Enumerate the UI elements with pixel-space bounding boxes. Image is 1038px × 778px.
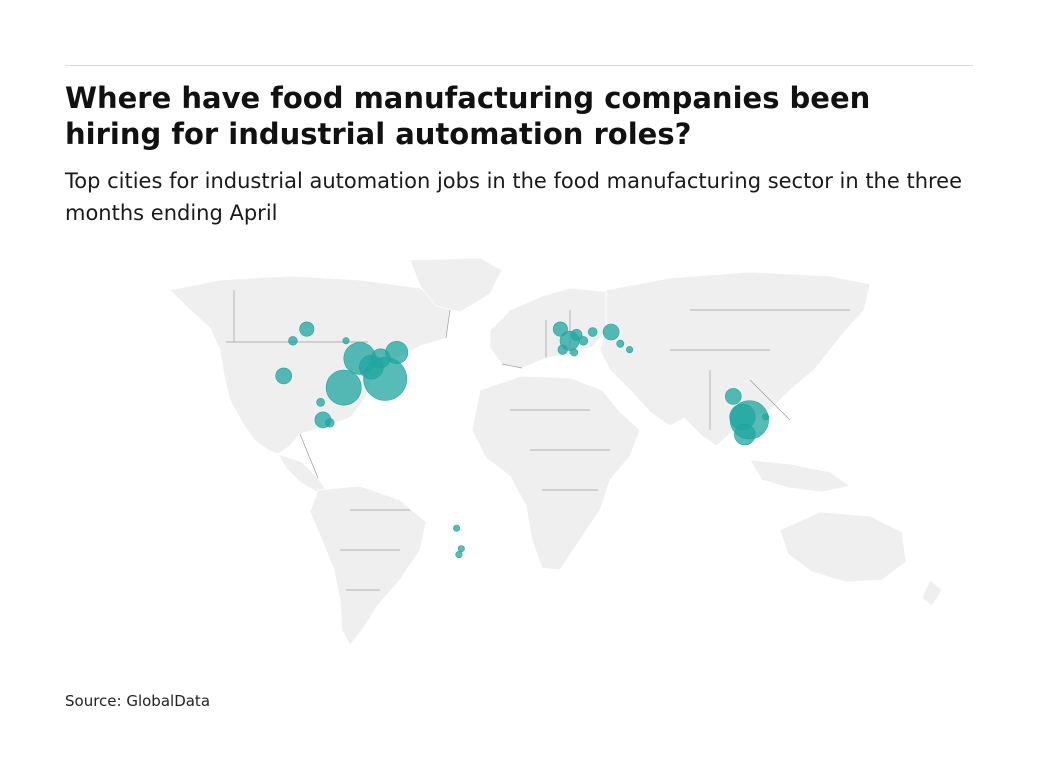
city-bubble-11 xyxy=(316,398,325,407)
top-rule xyxy=(65,65,973,66)
city-bubble-19 xyxy=(557,344,568,355)
city-bubble-18 xyxy=(588,327,598,337)
city-bubble-17 xyxy=(578,336,589,346)
city-bubble-8 xyxy=(363,356,408,401)
chart-subtitle: Top cities for industrial automation job… xyxy=(65,169,963,225)
landmass-south-america xyxy=(309,485,427,646)
land-layer xyxy=(169,257,943,646)
city-bubble-3 xyxy=(342,337,350,345)
city-bubble-27 xyxy=(734,423,756,446)
city-bubble-1 xyxy=(299,321,315,337)
source-note: Source: GlobalData xyxy=(65,692,211,710)
landmass-australia xyxy=(779,511,907,583)
city-bubble-23 xyxy=(626,346,634,354)
city-bubble-2 xyxy=(288,336,298,346)
landmass-new-zealand xyxy=(921,579,943,607)
landmass-central-america xyxy=(277,453,327,493)
city-bubble-29 xyxy=(453,524,461,532)
city-bubble-28 xyxy=(762,413,770,421)
city-bubble-31 xyxy=(455,551,463,559)
world-map xyxy=(150,250,980,660)
landmass-southeast-asia xyxy=(749,459,851,493)
city-bubble-21 xyxy=(602,323,620,341)
city-bubble-13 xyxy=(325,418,335,428)
city-bubble-9 xyxy=(325,369,362,406)
city-bubble-22 xyxy=(616,339,625,348)
city-bubbles xyxy=(275,321,770,559)
world-map-svg xyxy=(169,257,943,646)
landmass-africa xyxy=(471,375,641,571)
city-bubble-30 xyxy=(457,545,465,553)
city-bubble-20 xyxy=(570,348,579,357)
city-bubble-16 xyxy=(570,329,583,341)
city-bubble-10 xyxy=(275,367,292,385)
city-bubble-24 xyxy=(724,388,742,405)
chart-title: Where have food manufacturing companies … xyxy=(65,81,871,151)
landmass-greenland xyxy=(409,257,503,313)
landmass-north-america xyxy=(169,275,451,455)
